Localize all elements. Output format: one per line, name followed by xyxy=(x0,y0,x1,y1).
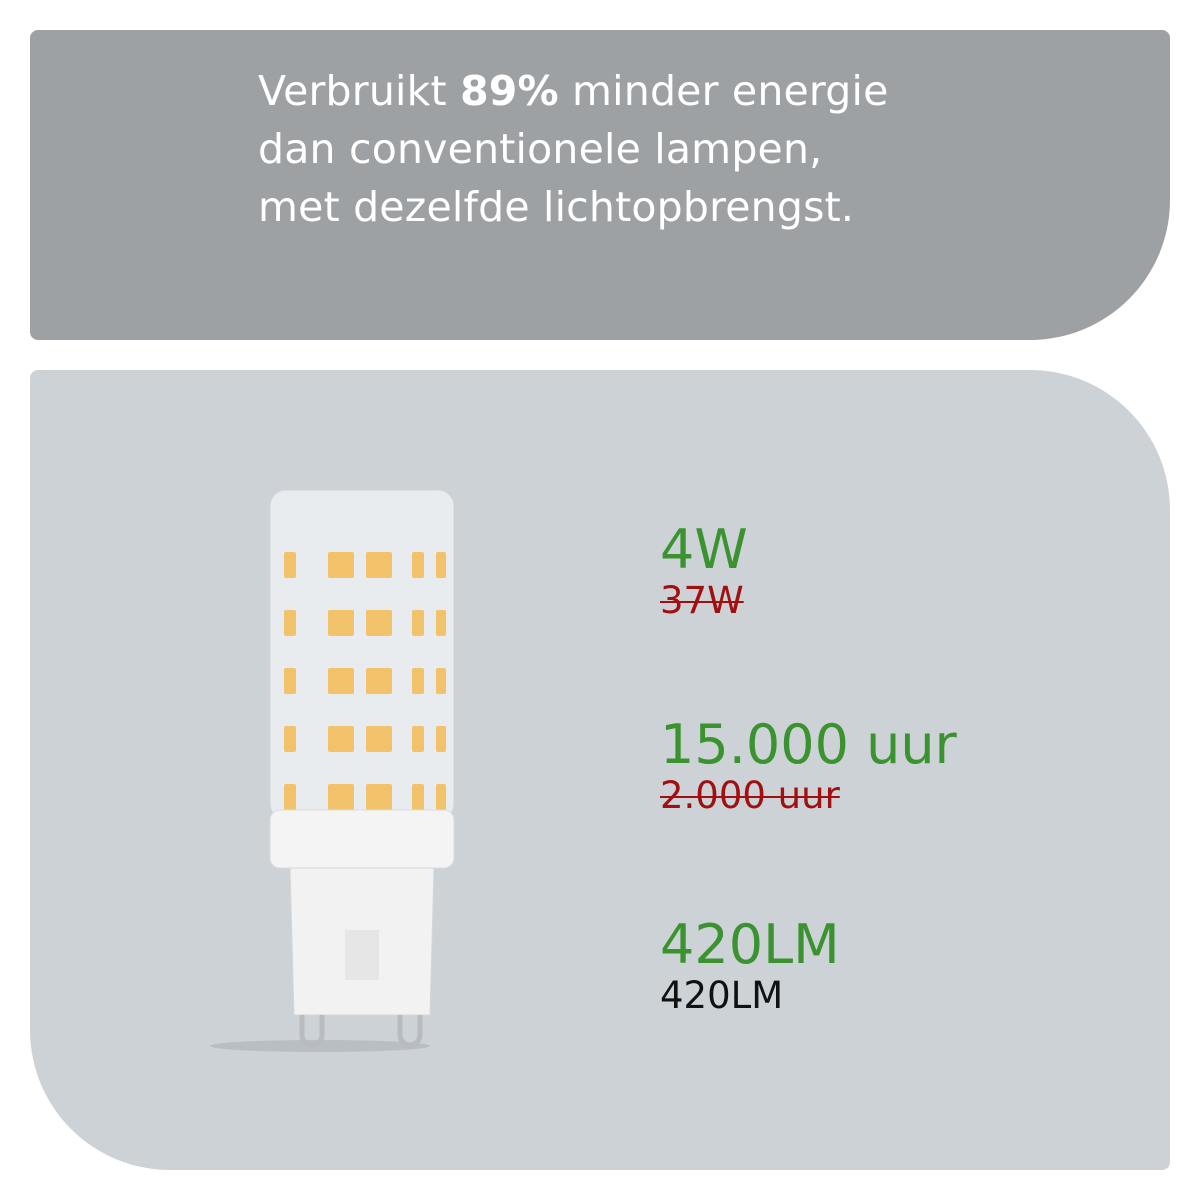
stat-power: 4W 37W xyxy=(660,520,748,622)
led-chip xyxy=(412,610,424,636)
comparison-panel xyxy=(30,370,1170,1170)
led-chip xyxy=(436,668,446,694)
stat-lifetime: 15.000 uur 2.000 uur xyxy=(660,715,957,817)
led-chip xyxy=(328,784,354,810)
led-chip xyxy=(412,726,424,752)
led-chip xyxy=(366,726,392,752)
led-chip xyxy=(284,552,296,578)
led-chip xyxy=(284,784,296,810)
headline-panel xyxy=(30,30,1170,340)
old-lumen-value: 420LM xyxy=(660,974,784,1017)
led-chip xyxy=(366,610,392,636)
led-chip xyxy=(328,610,354,636)
headline-text: Verbruikt xyxy=(258,67,461,115)
new-lumen-value: 420LM xyxy=(660,913,840,976)
g9-led-bulb-image xyxy=(210,489,455,1052)
stat-lumen: 420LM 420LM xyxy=(660,915,840,1017)
led-chip xyxy=(366,552,392,578)
old-power-value: 37W xyxy=(660,579,744,622)
led-chip xyxy=(328,668,354,694)
old-lifetime-value: 2.000 uur xyxy=(660,774,840,817)
led-chip xyxy=(412,668,424,694)
led-chip xyxy=(436,726,446,752)
new-lifetime-value: 15.000 uur xyxy=(660,713,957,776)
led-chip xyxy=(284,668,296,694)
headline: Verbruikt 89% minder energie dan convent… xyxy=(258,62,889,236)
led-chip xyxy=(436,784,446,810)
led-chip xyxy=(436,552,446,578)
led-chip xyxy=(284,610,296,636)
headline-highlight: 89% xyxy=(460,67,559,115)
headline-line-1: Verbruikt 89% minder energie xyxy=(258,62,889,120)
led-chip xyxy=(412,784,424,810)
led-chip xyxy=(436,610,446,636)
led-chip xyxy=(328,726,354,752)
led-chip xyxy=(284,726,296,752)
headline-text: minder energie xyxy=(558,67,889,115)
led-chip xyxy=(366,668,392,694)
new-power-value: 4W xyxy=(660,518,748,581)
led-chip xyxy=(328,552,354,578)
headline-line-3: met dezelfde lichtopbrengst. xyxy=(258,183,855,231)
led-chip xyxy=(412,552,424,578)
led-chip xyxy=(366,784,392,810)
headline-line-2: dan conventionele lampen, xyxy=(258,125,823,173)
